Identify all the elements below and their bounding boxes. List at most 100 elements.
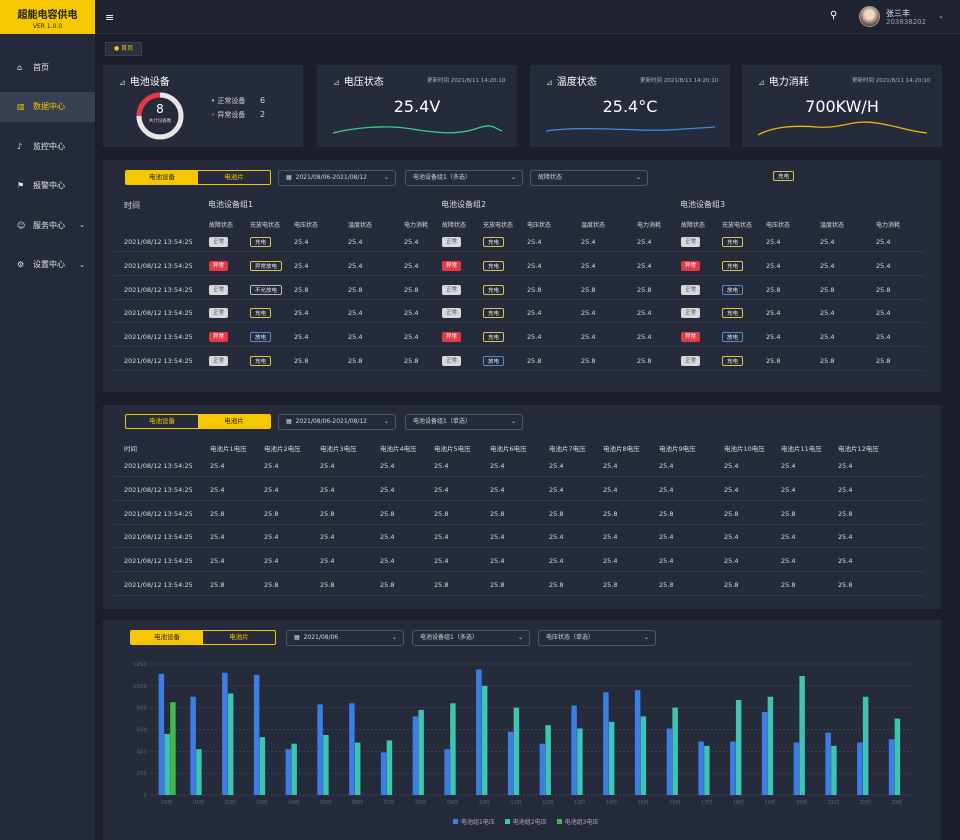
x-tick-label: 20时 — [796, 799, 807, 806]
sidebar-item-3[interactable]: ⚑ 报警中心 — [0, 171, 95, 201]
cell-voltage: 25.8 — [549, 509, 564, 518]
x-tick-label: 11时 — [510, 799, 521, 806]
tab-battery-device[interactable]: 电池设备 — [149, 417, 175, 425]
date-range-select[interactable]: ▦ 2021/08/06-2021/08/12 ⌄ — [278, 414, 396, 430]
column-header: 故障状态 — [209, 222, 234, 229]
cell-voltage: 25.8 — [210, 509, 225, 518]
group-select[interactable]: 电池设备组1（单选） ⌄ — [405, 414, 523, 430]
group-select[interactable]: 电池设备组1（多选） ⌄ — [412, 630, 530, 646]
sidebar-item-0[interactable]: ⌂ 首页 — [0, 52, 95, 82]
charge-status-badge: 充电 — [250, 308, 272, 319]
cell-voltage: 25.4 — [380, 557, 395, 566]
cell-value: 25.4 — [581, 261, 596, 270]
legend-swatch — [453, 819, 458, 824]
x-tick-label: 10时 — [479, 799, 490, 806]
cell-value: 25.8 — [294, 357, 309, 365]
cell-value: 25.8 — [581, 285, 596, 294]
fault-status-select[interactable]: 故障状态 ⌄ — [530, 170, 648, 186]
avatar[interactable] — [859, 6, 880, 27]
cell-voltage: 25.4 — [838, 485, 853, 494]
cell-value: 25.4 — [348, 238, 363, 246]
bar — [888, 739, 895, 795]
column-header: 电池片7电压 — [549, 445, 586, 453]
cell-voltage: 25.4 — [659, 462, 674, 470]
tab-battery-cell[interactable]: 电池片 — [224, 173, 244, 181]
battery-device-panel: 电池设备 电池片 ▦ 2021/08/06-2021/08/12 ⌄ 电池设备组1（多选）… — [103, 160, 941, 392]
charge-status-badge: 充电 — [483, 308, 505, 319]
x-tick-label: 15时 — [637, 799, 648, 806]
legend-item[interactable]: 电池组1电压 — [453, 817, 495, 826]
bar — [380, 752, 387, 795]
tab-battery-cell[interactable]: 电池片 — [229, 633, 249, 641]
sidebar-item-1[interactable]: ▥ 数据中心 — [0, 91, 95, 122]
bell-icon: ♪ — [17, 141, 23, 151]
device-count: 8 — [156, 102, 164, 116]
status-card-sparkline — [332, 125, 503, 134]
menu-toggle-icon[interactable]: ≡ — [105, 11, 115, 24]
bar — [793, 742, 800, 795]
user-menu-chevron-icon[interactable]: ⌄ — [938, 12, 944, 20]
row-divider — [113, 571, 925, 573]
status-card-value: 25.4°C — [602, 97, 658, 116]
search-icon[interactable]: ⚲ — [830, 10, 838, 21]
date-range-select[interactable]: ▦ 2021/08/06-2021/08/12 ⌄ — [278, 170, 396, 186]
chevron-down-icon: ⌄ — [635, 174, 641, 181]
view-toggle: 电池设备 电池片 — [125, 414, 271, 429]
cell-voltage: 25.4 — [490, 557, 505, 566]
bar — [666, 728, 673, 795]
group-select[interactable]: 电池设备组1（多选） ⌄ — [405, 170, 523, 186]
row-divider — [113, 298, 925, 300]
view-toggle: 电池设备 电池片 — [130, 630, 276, 645]
cell-voltage: 25.4 — [264, 485, 279, 494]
cell-value: 25.4 — [581, 309, 596, 318]
tab-battery-device[interactable]: 电池设备 — [131, 631, 203, 644]
sidebar-item-5[interactable]: ⚙ 设置中心 ⌄ — [0, 250, 95, 280]
fault-status-badge: 异常 — [209, 332, 229, 343]
cell-value: 25.8 — [404, 285, 419, 294]
row-time: 2021/08/12 13:54:25 — [124, 557, 193, 566]
abnormal-value: 2 — [260, 110, 266, 119]
sidebar-item-4[interactable]: ☺ 服务中心 ⌄ — [0, 210, 95, 240]
bar — [481, 685, 488, 795]
column-header: 电池片10电压 — [724, 445, 765, 453]
view-toggle: 电池设备 电池片 — [125, 170, 271, 185]
column-header: 电池片11电压 — [781, 445, 822, 453]
voltage-state-select[interactable]: 电压状态（单选） ⌄ — [538, 630, 656, 646]
column-header: 时间 — [124, 445, 137, 453]
normal-dot: • — [211, 97, 218, 105]
bar — [259, 737, 266, 795]
tab-battery-cell[interactable]: 电池片 — [198, 415, 270, 428]
cell-voltage: 25.4 — [434, 557, 449, 566]
charge-status-badge: 充电 — [250, 237, 272, 247]
charge-status-badge: 充电 — [722, 356, 744, 366]
cell-voltage: 25.4 — [210, 557, 225, 566]
status-card-title: ⊿ 温度状态 — [546, 73, 597, 88]
sidebar-item-label: 监控中心 — [33, 141, 65, 151]
group-select-value: 电池设备组1（多选） — [413, 174, 471, 181]
battery-card-title-text: 电池设备 — [129, 77, 170, 88]
fault-status-badge: 正常 — [209, 356, 229, 366]
cell-voltage: 25.4 — [434, 533, 449, 542]
x-tick-label: 23时 — [891, 799, 902, 806]
tab-battery-device[interactable]: 电池设备 — [126, 171, 198, 184]
date-select[interactable]: ▦ 2021/08/06 ⌄ — [286, 630, 404, 646]
charge-status-badge: 充电 — [483, 237, 505, 247]
row-time: 2021/08/12 13:54:25 — [124, 462, 193, 470]
bar — [418, 709, 424, 795]
abnormal-label: 异常设备 — [217, 111, 246, 119]
sidebar: 超能电容供电 VER 1.0.0 ⌂ 首页 ▥ 数据中心 ♪ 监控中心 ⚑ 报警中心 ☺ 服务中心… — [0, 0, 95, 840]
cell-value: 25.4 — [294, 238, 309, 246]
x-tick-label: 14时 — [606, 799, 617, 806]
column-header: 电压状态 — [527, 222, 552, 229]
cell-value: 25.4 — [527, 309, 542, 318]
date-range-select-value: 2021/08/06-2021/08/12 — [295, 418, 368, 425]
charge-filter-tag[interactable]: 充电 — [773, 171, 795, 181]
breadcrumb-tab[interactable]: ● 首页 — [105, 42, 143, 56]
cell-value: 25.8 — [766, 285, 781, 294]
y-tick-label: 1000 — [133, 684, 147, 690]
legend-item[interactable]: 电池组3电压 — [556, 817, 598, 826]
legend-item[interactable]: 电池组2电压 — [504, 817, 547, 826]
voltage-chart-panel: 0 200 400 600 800 1000 1200 00时 01时 02时 03时 04时 05时 0… — [103, 620, 941, 840]
sidebar-item-2[interactable]: ♪ 监控中心 — [0, 131, 95, 161]
bar — [170, 702, 176, 795]
